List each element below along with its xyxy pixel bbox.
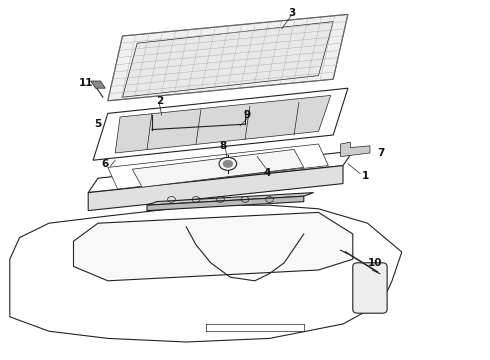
Polygon shape [88, 166, 343, 211]
Text: 6: 6 [102, 159, 109, 169]
Polygon shape [122, 22, 333, 97]
Polygon shape [108, 144, 328, 189]
Polygon shape [93, 88, 348, 160]
Text: 10: 10 [368, 258, 382, 268]
Text: 5: 5 [95, 119, 101, 129]
Polygon shape [91, 81, 105, 88]
Polygon shape [341, 142, 370, 157]
Polygon shape [132, 149, 304, 187]
Text: 1: 1 [362, 171, 368, 181]
Polygon shape [147, 193, 314, 205]
Text: 4: 4 [263, 168, 271, 178]
Polygon shape [10, 205, 402, 342]
FancyBboxPatch shape [353, 263, 387, 313]
Polygon shape [74, 212, 353, 281]
Text: 8: 8 [220, 141, 226, 151]
Circle shape [223, 160, 233, 167]
Text: 11: 11 [78, 78, 93, 88]
Text: 3: 3 [288, 8, 295, 18]
Text: 9: 9 [244, 110, 251, 120]
Polygon shape [147, 196, 304, 211]
Polygon shape [88, 151, 353, 193]
Text: 2: 2 [156, 96, 163, 106]
Polygon shape [108, 14, 348, 101]
Text: 7: 7 [377, 148, 385, 158]
Polygon shape [115, 95, 331, 153]
